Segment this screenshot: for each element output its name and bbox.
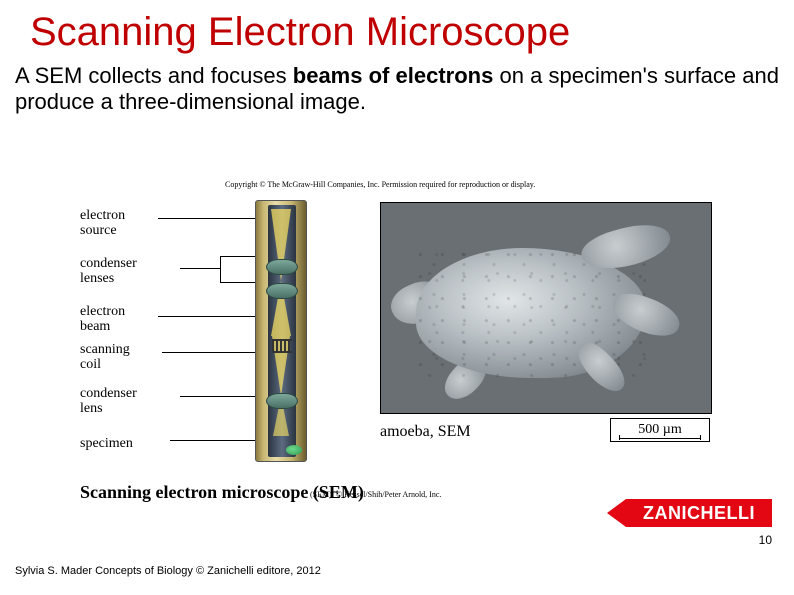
label-condenser-lenses: condenser lenses (80, 256, 137, 287)
scalebar-line (619, 438, 701, 439)
label-specimen: specimen (80, 436, 133, 451)
label-line: scanning (80, 342, 130, 357)
condenser-lens-shape (266, 393, 298, 409)
footer-citation: Sylvia S. Mader Concepts of Biology © Za… (15, 565, 321, 577)
label-line: coil (80, 357, 101, 372)
body-bold: beams of electrons (293, 63, 494, 88)
body-text: A SEM collects and focuses beams of elec… (0, 55, 794, 116)
condenser-lens-shape (266, 283, 298, 299)
label-electron-source: electron source (80, 208, 125, 239)
page-title: Scanning Electron Microscope (0, 0, 794, 55)
badge-arrow-icon (607, 499, 626, 527)
label-electron-beam: electron beam (80, 304, 125, 335)
label-line: lenses (80, 271, 114, 286)
body-pre: A SEM collects and focuses (15, 63, 293, 88)
publisher-name: ZANICHELLI (643, 503, 755, 524)
leader-line (158, 218, 255, 219)
figure-copyright: Copyright © The McGraw-Hill Companies, I… (225, 180, 535, 189)
sem-column-diagram (255, 200, 307, 462)
sem-photo (380, 202, 712, 414)
scalebar-tick (700, 435, 701, 440)
leader-line (220, 256, 255, 257)
label-line: condenser (80, 386, 137, 401)
specimen-shape (286, 445, 302, 455)
label-line: electron (80, 304, 125, 319)
leader-line (220, 256, 221, 282)
scalebar-tick (619, 435, 620, 440)
label-line: condenser (80, 256, 137, 271)
condenser-lens-shape (266, 259, 298, 275)
label-line: lens (80, 401, 103, 416)
label-condenser-lens: condenser lens (80, 386, 137, 417)
scalebar: 500 µm (610, 418, 710, 442)
leader-line (180, 268, 220, 269)
figure-credit: (SEM): © Kessel/Shih/Peter Arnold, Inc. (310, 490, 441, 499)
figure-area: Copyright © The McGraw-Hill Companies, I… (80, 180, 720, 520)
scalebar-text: 500 µm (638, 422, 681, 438)
label-line: beam (80, 319, 110, 334)
scanning-coil-shape (272, 339, 292, 353)
page-number: 10 (759, 533, 772, 547)
leader-line (180, 396, 255, 397)
leader-line (158, 316, 268, 317)
publisher-badge: ZANICHELLI (626, 499, 772, 527)
label-line: electron (80, 208, 125, 223)
photo-caption: amoeba, SEM (380, 423, 471, 441)
label-line: source (80, 223, 117, 238)
leader-line (162, 352, 255, 353)
label-line: specimen (80, 436, 133, 451)
label-scanning-coil: scanning coil (80, 342, 130, 373)
leader-line (220, 282, 255, 283)
